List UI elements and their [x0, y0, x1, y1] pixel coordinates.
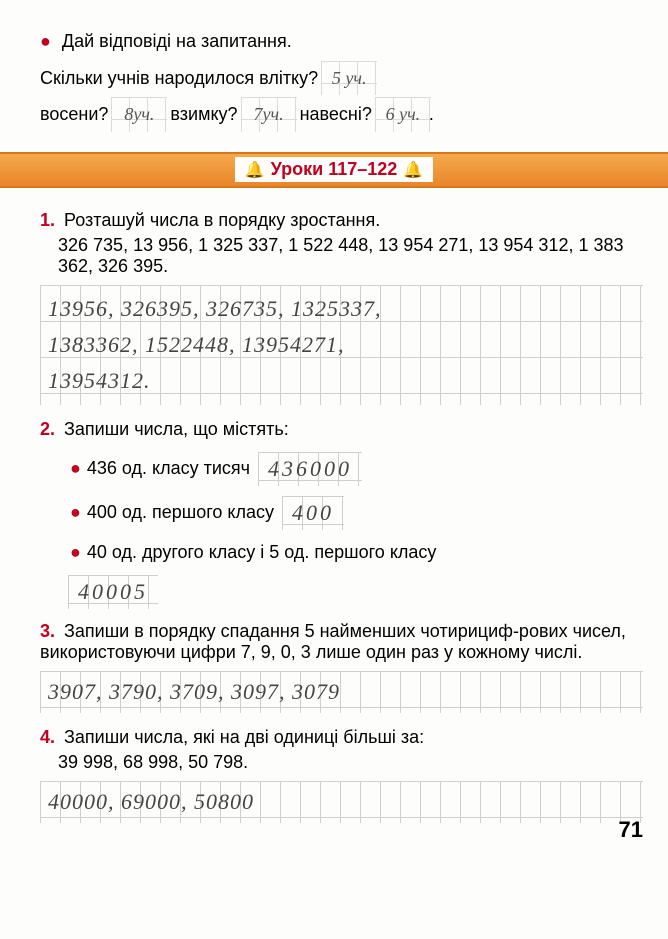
q2a-label: восени? [40, 104, 108, 124]
task1-ans-line3: 13954312. [48, 363, 635, 399]
task2-text: Запиши числа, що містять: [64, 419, 289, 439]
task-1: 1. Розташуй числа в порядку зростання. 3… [40, 210, 643, 277]
q2a-answer[interactable]: 8уч. [113, 99, 165, 130]
task2-sub3: ● 40 од. другого класу і 5 од. першого к… [70, 542, 643, 563]
task2-s1-answer[interactable]: 436000 [260, 454, 360, 484]
task2-s3-text: 40 од. другого класу і 5 од. першого кла… [87, 542, 437, 563]
page-number: 71 [619, 817, 643, 843]
task4-answer: 40000, 69000, 50800 [48, 789, 254, 814]
task3-text: Запиши в порядку спадання 5 найменших чо… [40, 621, 626, 662]
q1-answer[interactable]: 5 уч. [323, 63, 375, 94]
task3-number: 3. [40, 621, 55, 641]
task2-s1-text: 436 од. класу тисяч [87, 458, 250, 479]
lessons-text: Уроки 117–122 [271, 159, 398, 180]
bullet-icon: ● [70, 502, 81, 523]
task2-sub1: ● 436 од. класу тисяч 436000 [70, 454, 643, 484]
task1-text: Розташуй числа в порядку зростання. [64, 210, 380, 230]
task-2: 2. Запиши числа, що містять: [40, 419, 643, 440]
bell-left-icon: 🔔 [245, 160, 265, 180]
intro-questions: ● Дай відповіді на запитання. Скільки уч… [40, 26, 643, 130]
q2b-answer[interactable]: 7уч. [243, 99, 295, 130]
task1-ans-line2: 1383362, 1522448, 13954271, [48, 327, 635, 363]
task2-s2-answer[interactable]: 400 [284, 498, 342, 528]
bullet-icon: ● [70, 458, 81, 479]
q2b-label: взимку? [170, 104, 237, 124]
q2c-answer[interactable]: 6 уч. [377, 99, 429, 130]
bullet-icon: ● [70, 542, 81, 563]
task2-sub2: ● 400 од. першого класу 400 [70, 498, 643, 528]
task1-number: 1. [40, 210, 55, 230]
q1-text: Скільки учнів народилося влітку? [40, 68, 318, 88]
task4-number: 4. [40, 727, 55, 747]
task3-answer-grid[interactable]: 3907, 3790, 3709, 3097, 3079 [40, 671, 643, 713]
task1-ans-line1: 13956, 326395, 326735, 1325337, [48, 291, 635, 327]
task-4: 4. Запиши числа, які на дві одиниці біль… [40, 727, 643, 773]
q2c-label: навесні? [300, 104, 372, 124]
task1-given: 326 735, 13 956, 1 325 337, 1 522 448, 1… [58, 235, 643, 277]
task4-answer-grid[interactable]: 40000, 69000, 50800 [40, 781, 643, 823]
bell-right-icon: 🔔 [403, 160, 423, 180]
task2-number: 2. [40, 419, 55, 439]
task2-s3-answer[interactable]: 40005 [70, 577, 156, 607]
task4-given: 39 998, 68 998, 50 798. [58, 752, 248, 773]
task-3: 3. Запиши в порядку спадання 5 найменших… [40, 621, 643, 663]
bullet-icon: ● [40, 31, 51, 51]
task4-text: Запиши числа, які на дві одиниці більші … [64, 727, 424, 747]
task1-answer-grid[interactable]: 13956, 326395, 326735, 1325337, 1383362,… [40, 285, 643, 405]
lessons-banner: 🔔 Уроки 117–122 🔔 [0, 152, 668, 188]
task2-s2-text: 400 од. першого класу [87, 502, 274, 523]
task3-answer: 3907, 3790, 3709, 3097, 3079 [48, 679, 340, 704]
instruction-text: Дай відповіді на запитання. [62, 31, 292, 51]
